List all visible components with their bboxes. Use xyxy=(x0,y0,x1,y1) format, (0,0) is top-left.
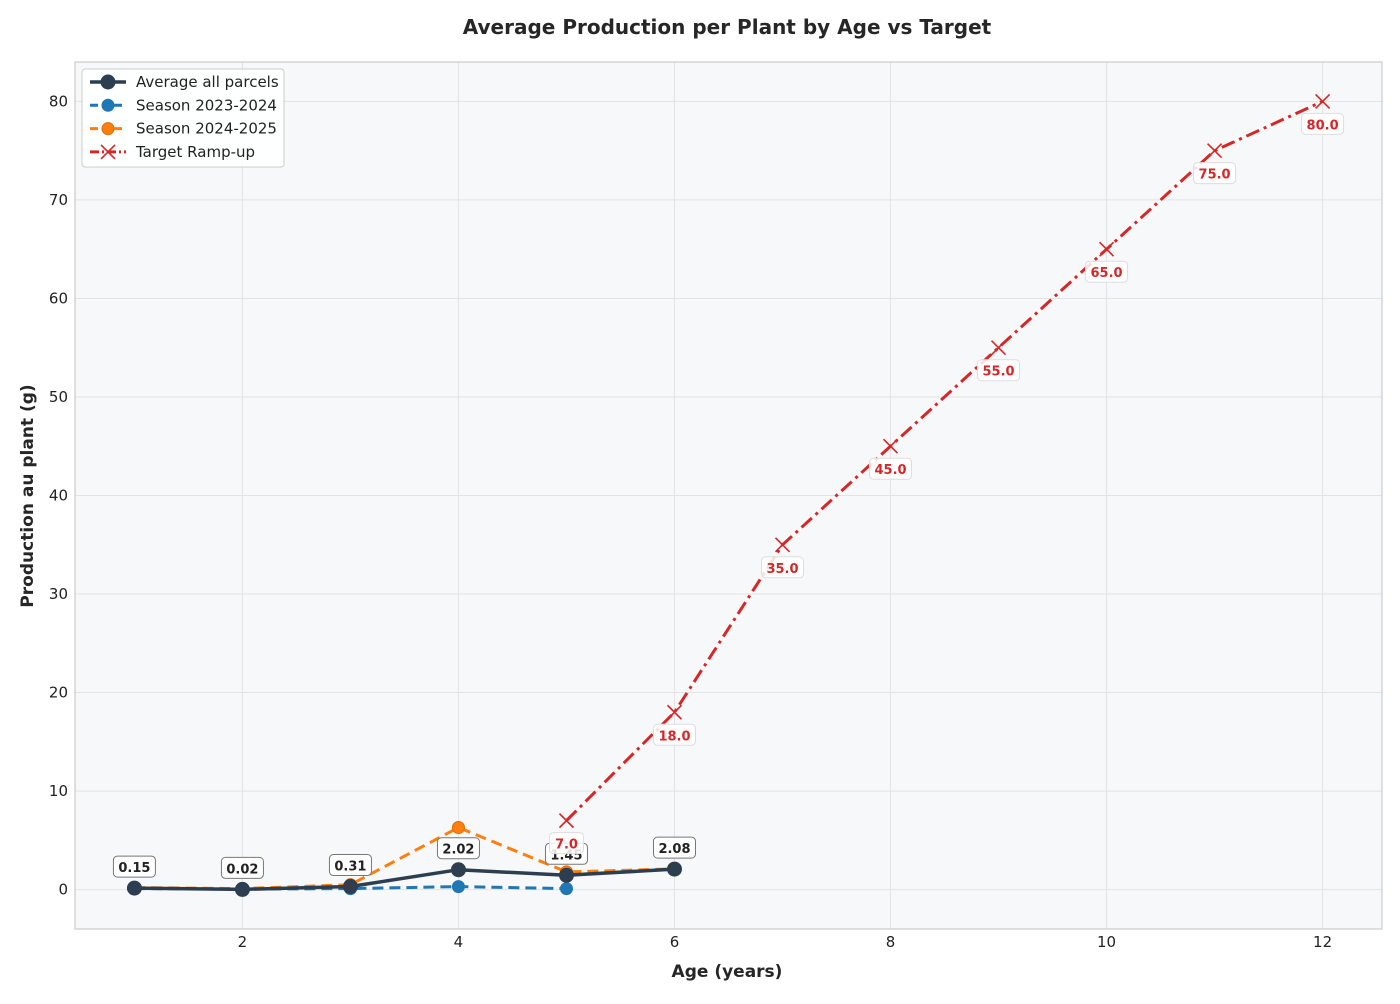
data-label: 55.0 xyxy=(983,365,1015,380)
x-tick-label: 6 xyxy=(670,933,680,951)
data-point xyxy=(1098,241,1115,257)
data-point xyxy=(666,704,683,720)
y-tick-label: 80 xyxy=(49,92,68,110)
data-label-box xyxy=(652,836,696,859)
legend-item: Season 2023-2024 xyxy=(90,96,277,114)
x-tick-label: 12 xyxy=(1313,933,1332,951)
data-point xyxy=(990,340,1007,356)
data-label: 0.02 xyxy=(226,862,258,877)
legend-item: Average all parcels xyxy=(90,73,279,91)
data-label-box xyxy=(869,457,913,480)
y-tick-label: 0 xyxy=(58,881,68,899)
data-label: 18.0 xyxy=(658,729,690,744)
target-data-label: 7.0 xyxy=(548,832,584,855)
x-tick-label: 8 xyxy=(886,933,896,951)
series-line xyxy=(134,867,675,892)
y-tick-label: 20 xyxy=(49,684,68,702)
target-data-label: 45.0 xyxy=(869,457,913,480)
y-tick-label: 10 xyxy=(49,782,68,800)
data-label-box xyxy=(652,723,696,746)
data-label-box xyxy=(548,832,584,855)
target-data-label: 18.0 xyxy=(652,723,696,746)
data-label: 75.0 xyxy=(1199,168,1231,183)
data-label: 35.0 xyxy=(766,562,798,577)
data-label-box xyxy=(112,855,156,878)
data-label-box xyxy=(436,837,480,860)
data-point xyxy=(101,98,115,112)
y-axis-title: Production au plant (g) xyxy=(18,384,38,607)
chart-title: Average Production per Plant by Age vs T… xyxy=(463,15,992,39)
y-tick-label: 60 xyxy=(49,289,68,307)
x-tick-label: 2 xyxy=(238,933,248,951)
data-label-box xyxy=(1085,260,1129,283)
data-point xyxy=(558,813,575,829)
data-point xyxy=(882,438,899,454)
data-point xyxy=(666,861,682,877)
data-point xyxy=(451,880,465,894)
data-label: 0.31 xyxy=(334,860,366,875)
target-data-label: 55.0 xyxy=(977,359,1021,382)
target-data-label: 75.0 xyxy=(1193,162,1237,185)
data-point xyxy=(234,881,250,897)
average-data-label: 0.15 xyxy=(112,855,156,878)
data-label-box xyxy=(977,359,1021,382)
y-tick-label: 40 xyxy=(49,487,68,505)
data-label-box xyxy=(220,856,264,879)
data-label-box xyxy=(1193,162,1237,185)
legend-frame xyxy=(81,68,285,168)
x-axis-title: Age (years) xyxy=(672,962,783,982)
data-label-box xyxy=(1301,112,1345,135)
legend-label: Average all parcels xyxy=(136,73,279,91)
legend-item: Target Ramp-up xyxy=(90,143,255,161)
data-point xyxy=(774,537,791,553)
data-point xyxy=(126,880,142,896)
series-average-all-parcels xyxy=(126,861,682,897)
legend-label: Season 2024-2025 xyxy=(136,120,277,138)
data-point xyxy=(558,867,574,883)
data-label: 80.0 xyxy=(1307,118,1339,133)
x-tick-label: 4 xyxy=(454,933,464,951)
target-data-label: 35.0 xyxy=(761,556,805,579)
data-label: 45.0 xyxy=(874,463,906,478)
data-point xyxy=(1207,143,1223,159)
y-tick-label: 70 xyxy=(49,191,68,209)
data-point xyxy=(450,862,466,878)
data-point xyxy=(100,144,116,160)
data-label: 7.0 xyxy=(555,838,578,853)
data-label: 2.08 xyxy=(658,842,690,857)
target-data-label: 80.0 xyxy=(1301,112,1345,135)
y-tick-label: 50 xyxy=(49,388,68,406)
data-label-box xyxy=(328,854,372,877)
legend-label: Season 2023-2024 xyxy=(136,96,277,114)
data-point xyxy=(559,882,573,896)
average-data-label: 2.08 xyxy=(652,836,696,859)
legend: Average all parcels Season 2023-2024 Seaso… xyxy=(81,68,285,168)
legend-item: Season 2024-2025 xyxy=(90,120,277,138)
y-tick-label: 30 xyxy=(49,585,68,603)
data-point xyxy=(1315,93,1331,109)
data-label-box xyxy=(761,556,805,579)
average-data-label: 0.02 xyxy=(220,856,264,879)
plot-frame xyxy=(74,61,1383,930)
data-label: 2.02 xyxy=(442,843,474,858)
average-data-label: 0.31 xyxy=(328,854,372,877)
average-data-label: 2.02 xyxy=(436,837,480,860)
data-point xyxy=(451,821,465,835)
data-point xyxy=(342,879,358,895)
data-point xyxy=(101,122,115,136)
data-point xyxy=(100,74,116,90)
target-data-label: 65.0 xyxy=(1085,260,1129,283)
data-label: 65.0 xyxy=(1091,266,1123,281)
legend-label: Target Ramp-up xyxy=(135,143,255,161)
data-label: 0.15 xyxy=(118,861,150,876)
x-tick-label: 10 xyxy=(1097,933,1116,951)
